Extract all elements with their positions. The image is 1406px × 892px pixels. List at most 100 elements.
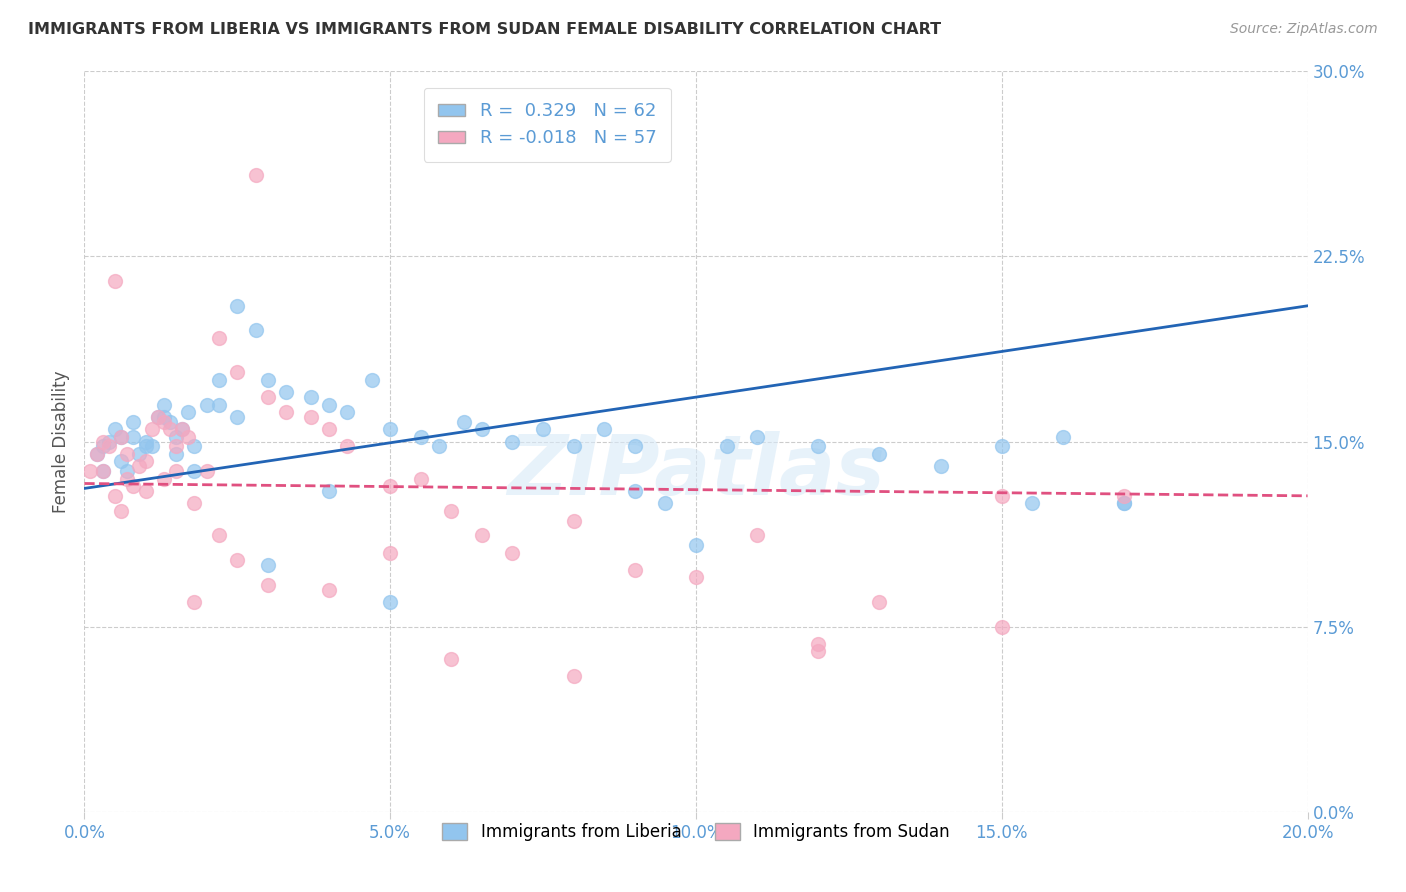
Point: [115, 471, 138, 485]
Point: [747, 429, 769, 443]
Point: [208, 331, 231, 345]
Point: [562, 440, 585, 454]
Point: [226, 409, 249, 424]
Point: [165, 464, 187, 478]
Point: [453, 415, 475, 429]
Point: [299, 390, 322, 404]
Point: [208, 528, 231, 542]
Point: [195, 464, 218, 478]
Point: [1021, 496, 1043, 510]
Point: [165, 447, 187, 461]
Point: [86, 447, 108, 461]
Legend: Immigrants from Liberia, Immigrants from Sudan: Immigrants from Liberia, Immigrants from…: [436, 816, 956, 847]
Text: Source: ZipAtlas.com: Source: ZipAtlas.com: [1230, 22, 1378, 37]
Point: [380, 595, 402, 609]
Point: [115, 464, 138, 478]
Point: [685, 538, 707, 552]
Point: [110, 503, 132, 517]
Point: [159, 415, 181, 429]
Point: [409, 471, 432, 485]
Point: [122, 415, 145, 429]
Point: [276, 405, 298, 419]
Point: [318, 483, 340, 498]
Point: [654, 496, 676, 510]
Point: [208, 398, 231, 412]
Point: [153, 415, 176, 429]
Point: [807, 440, 830, 454]
Point: [336, 440, 359, 454]
Point: [195, 398, 218, 412]
Point: [716, 440, 738, 454]
Point: [146, 409, 169, 424]
Point: [807, 644, 830, 658]
Point: [183, 496, 205, 510]
Point: [165, 429, 187, 443]
Point: [159, 422, 181, 436]
Point: [110, 429, 132, 443]
Point: [183, 464, 205, 478]
Point: [531, 422, 554, 436]
Point: [276, 385, 298, 400]
Point: [991, 489, 1014, 503]
Point: [299, 409, 322, 424]
Point: [183, 595, 205, 609]
Point: [257, 390, 280, 404]
Point: [440, 503, 463, 517]
Point: [153, 409, 176, 424]
Point: [104, 274, 127, 288]
Point: [427, 440, 450, 454]
Point: [110, 429, 132, 443]
Point: [91, 464, 114, 478]
Point: [226, 366, 249, 380]
Point: [1052, 429, 1074, 443]
Point: [97, 440, 120, 454]
Point: [177, 405, 200, 419]
Point: [122, 479, 145, 493]
Point: [562, 514, 585, 528]
Point: [177, 429, 200, 443]
Point: [360, 373, 382, 387]
Point: [226, 299, 249, 313]
Point: [380, 422, 402, 436]
Point: [869, 447, 891, 461]
Point: [141, 422, 163, 436]
Point: [183, 440, 205, 454]
Point: [135, 440, 157, 454]
Point: [122, 429, 145, 443]
Text: ZIPatlas: ZIPatlas: [508, 431, 884, 512]
Point: [208, 373, 231, 387]
Point: [502, 434, 524, 449]
Point: [135, 434, 157, 449]
Point: [380, 546, 402, 560]
Point: [562, 669, 585, 683]
Point: [104, 489, 127, 503]
Point: [1114, 496, 1136, 510]
Point: [91, 434, 114, 449]
Point: [153, 471, 176, 485]
Point: [318, 422, 340, 436]
Point: [135, 454, 157, 468]
Y-axis label: Female Disability: Female Disability: [52, 370, 70, 513]
Point: [141, 440, 163, 454]
Point: [991, 619, 1014, 633]
Point: [685, 570, 707, 584]
Point: [110, 454, 132, 468]
Point: [440, 651, 463, 665]
Point: [624, 563, 647, 577]
Point: [318, 582, 340, 597]
Point: [172, 422, 194, 436]
Point: [245, 168, 267, 182]
Point: [257, 558, 280, 572]
Point: [318, 398, 340, 412]
Point: [336, 405, 359, 419]
Point: [471, 422, 494, 436]
Point: [226, 553, 249, 567]
Point: [128, 447, 150, 461]
Point: [593, 422, 616, 436]
Point: [97, 434, 120, 449]
Point: [104, 422, 127, 436]
Point: [128, 459, 150, 474]
Point: [91, 440, 114, 454]
Point: [869, 595, 891, 609]
Point: [257, 577, 280, 591]
